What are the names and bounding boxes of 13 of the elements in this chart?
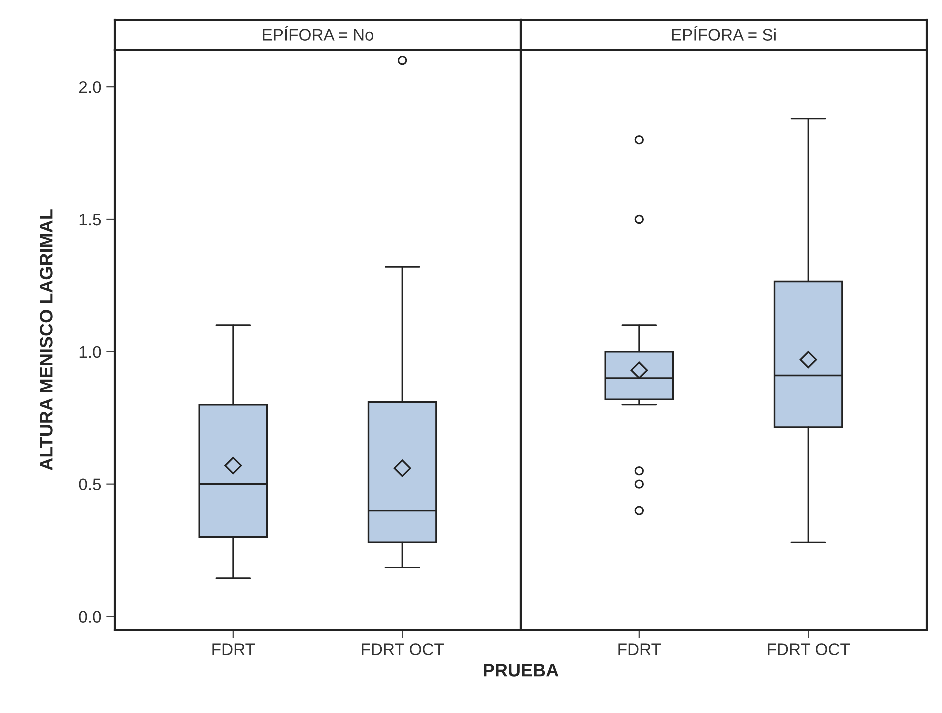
chart-title: EPÍFORA = Si — [672, 26, 776, 41]
y-tick-label: 0.5 — [79, 478, 102, 491]
x-axis-title: PRUEBA — [484, 664, 559, 677]
y-axis-title: ALTURA MENISCO LAGRIMAL — [40, 210, 53, 470]
x-tick-label: FDRT — [618, 644, 662, 656]
x-tick-label: FDRT OCT — [362, 644, 444, 656]
y-tick-label: 1.5 — [80, 214, 102, 226]
y-tick-label: 2.0 — [79, 81, 102, 94]
x-tick-label: FDRT OCT — [768, 644, 850, 656]
y-tick-label: 0.0 — [79, 611, 102, 623]
x-tick-label: FDRT — [212, 644, 256, 656]
chart-title: EPÍFORA = No — [263, 26, 374, 41]
y-tick-label: 1.0 — [80, 346, 102, 358]
